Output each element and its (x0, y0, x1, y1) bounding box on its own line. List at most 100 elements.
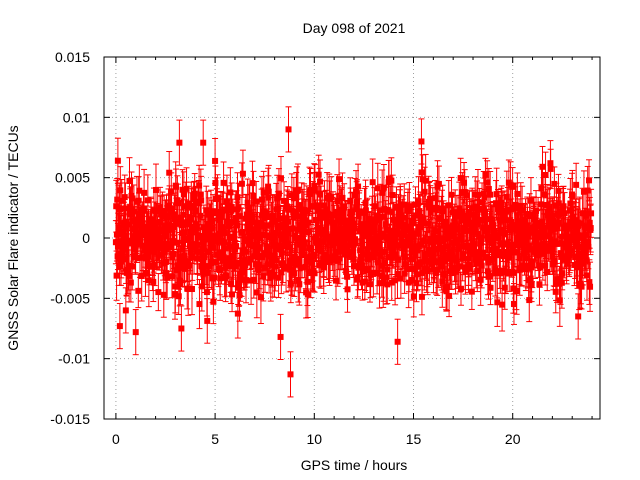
point-marker (217, 275, 224, 282)
point-marker (224, 259, 231, 266)
point-marker (229, 291, 236, 298)
point-marker (127, 207, 134, 214)
point-marker (170, 250, 177, 257)
point-marker (304, 291, 311, 298)
point-marker (141, 189, 148, 196)
point-marker (129, 263, 136, 270)
point-marker (270, 212, 277, 219)
point-marker (150, 278, 157, 285)
point-marker (140, 242, 147, 249)
point-marker (172, 283, 179, 290)
point-marker (443, 288, 450, 295)
point-marker (198, 283, 205, 290)
point-marker (336, 176, 343, 183)
point-marker (433, 204, 440, 211)
point-marker (344, 286, 351, 293)
point-marker (244, 199, 251, 206)
point-marker (412, 243, 419, 250)
point-marker (401, 201, 408, 208)
point-marker (318, 214, 325, 221)
point-marker (202, 263, 209, 270)
point-marker (280, 262, 287, 269)
point-marker (435, 180, 442, 187)
point-marker (413, 212, 420, 219)
point-marker (437, 237, 444, 244)
point-marker (334, 198, 341, 205)
point-marker (293, 235, 300, 242)
point-marker (315, 171, 322, 178)
point-marker (126, 272, 133, 279)
point-marker (259, 254, 266, 261)
point-marker (394, 270, 401, 277)
point-marker (447, 268, 454, 275)
point-marker (425, 250, 432, 257)
point-marker (253, 230, 260, 237)
point-marker (410, 230, 417, 237)
point-marker (449, 209, 456, 216)
point-marker (248, 211, 255, 218)
point-marker (301, 240, 308, 247)
point-marker (167, 244, 174, 251)
point-marker (313, 202, 320, 209)
point-marker (374, 212, 381, 219)
point-marker (198, 197, 205, 204)
point-marker (348, 217, 355, 224)
point-marker (374, 185, 381, 192)
point-marker (359, 240, 366, 247)
point-marker (184, 258, 191, 265)
point-marker (131, 218, 138, 225)
point-marker (246, 205, 253, 212)
point-marker (243, 211, 250, 218)
point-marker (438, 263, 445, 270)
point-marker (418, 241, 425, 248)
point-marker (196, 182, 203, 189)
point-marker (175, 200, 182, 207)
point-marker (173, 183, 180, 190)
point-marker (168, 205, 175, 212)
point-marker (352, 239, 359, 246)
point-marker (265, 188, 272, 195)
point-marker (221, 239, 228, 246)
point-marker (446, 292, 453, 299)
point-marker (253, 289, 260, 296)
point-marker (222, 245, 229, 252)
point-marker (180, 191, 187, 198)
point-marker (339, 247, 346, 254)
point-marker (186, 234, 193, 241)
point-marker (200, 258, 207, 265)
point-marker (227, 233, 234, 240)
point-marker (369, 179, 376, 186)
point-marker (210, 298, 217, 305)
point-marker (206, 263, 213, 270)
point-marker (122, 205, 129, 212)
point-marker (248, 242, 255, 249)
point-marker (155, 289, 162, 296)
point-marker (179, 258, 186, 265)
point-marker (355, 183, 362, 190)
point-marker (336, 255, 343, 262)
point-marker (309, 203, 316, 210)
data-point (135, 273, 142, 309)
point-marker (163, 270, 170, 277)
point-marker (433, 228, 440, 235)
point-marker (249, 180, 256, 187)
point-marker (348, 248, 355, 255)
point-marker (277, 175, 284, 182)
point-marker (219, 208, 226, 215)
point-marker (249, 215, 256, 222)
point-marker (157, 234, 164, 241)
point-marker (257, 294, 264, 301)
point-marker (176, 219, 183, 226)
point-marker (183, 262, 190, 269)
point-marker (343, 224, 350, 231)
point-marker (292, 256, 299, 263)
point-marker (392, 251, 399, 258)
point-marker (143, 223, 150, 230)
point-marker (295, 277, 302, 284)
point-marker (439, 208, 446, 215)
point-marker (183, 185, 190, 192)
point-marker (275, 274, 282, 281)
point-marker (294, 187, 301, 194)
point-marker (165, 241, 172, 248)
